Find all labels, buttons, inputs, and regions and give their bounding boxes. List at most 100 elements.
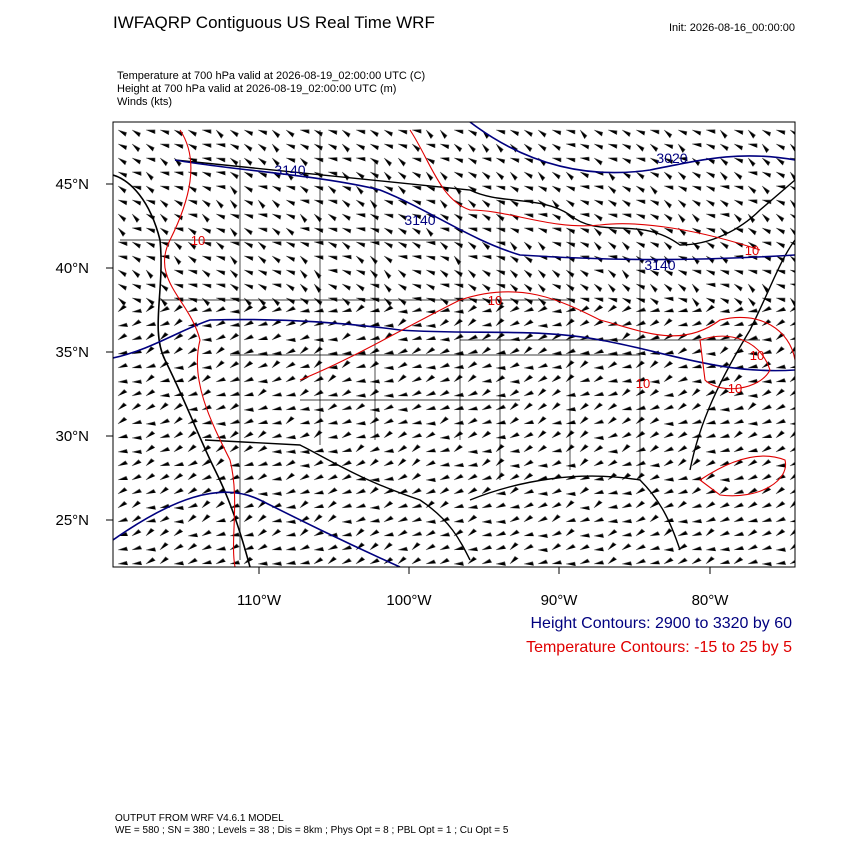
wind-barb (313, 255, 324, 260)
wind-barb (159, 199, 169, 208)
wind-barb (285, 143, 296, 150)
wind-barb (257, 143, 267, 152)
wind-barb (341, 254, 352, 260)
wind-barb (551, 501, 562, 509)
wind-barb (229, 560, 241, 565)
wind-barb (509, 157, 520, 163)
wind-barb (663, 269, 674, 277)
wind-barb (719, 419, 731, 425)
wind-barb (747, 185, 757, 194)
wind-barb (481, 269, 491, 278)
wind-barb (705, 304, 715, 313)
wind-barb (607, 449, 619, 454)
wind-barb (551, 530, 562, 537)
wind-barb (285, 375, 296, 383)
wind-barb (719, 184, 730, 190)
wind-barb (691, 518, 703, 524)
wind-barb (775, 560, 787, 565)
wind-barb (607, 542, 617, 551)
wind-barb (453, 213, 463, 221)
wind-barb (229, 185, 238, 195)
wind-barb (341, 519, 352, 524)
field-line: Height at 700 hPa valid at 2026-08-19_02… (117, 83, 396, 95)
wind-barb (201, 307, 213, 313)
wind-barb (789, 500, 795, 509)
wind-barb (677, 283, 687, 292)
wind-barb (635, 487, 646, 495)
wind-barb (733, 143, 744, 151)
wind-barb (621, 269, 630, 279)
wind-barb (243, 129, 254, 136)
wind-barb (635, 320, 646, 327)
wind-barb (509, 336, 521, 342)
wind-barb (145, 430, 156, 439)
wind-barb (145, 557, 156, 565)
wind-barb (243, 297, 252, 307)
wind-barb (355, 363, 367, 369)
wind-barb (565, 543, 576, 551)
wind-barb (523, 444, 534, 453)
wind-barb (131, 419, 143, 425)
wind-barb (229, 269, 239, 279)
footer-line: WE = 580 ; SN = 380 ; Levels = 38 ; Dis … (115, 825, 509, 836)
wind-barb (565, 463, 576, 468)
wind-barb (173, 318, 183, 327)
wind-barb (593, 459, 604, 467)
wind-barb (369, 157, 379, 165)
wind-barb (257, 283, 267, 291)
wind-barb (495, 404, 506, 411)
wind-barb (327, 308, 339, 313)
wind-barb (313, 375, 324, 383)
wind-barb (383, 532, 395, 537)
wind-barb (187, 306, 198, 313)
wind-barb (201, 227, 212, 234)
wind-barb (649, 143, 659, 152)
wind-barb (481, 363, 493, 369)
wind-barb (495, 375, 506, 383)
wind-barb (649, 199, 660, 206)
wind-barb (733, 516, 745, 523)
wind-barb (173, 431, 184, 439)
wind-barb (593, 213, 603, 222)
wind-barb (761, 129, 772, 137)
wind-barb (663, 241, 673, 251)
wind-barb (187, 171, 198, 177)
wind-barb (159, 143, 170, 149)
wind-barb (187, 444, 197, 453)
wind-barb (355, 516, 366, 523)
wind-barb (383, 515, 394, 523)
temperature-label: 10 (728, 381, 742, 396)
wind-barb (285, 416, 295, 425)
wind-barb (313, 157, 324, 163)
wind-barb (439, 307, 451, 313)
wind-barb (425, 543, 436, 551)
wind-barb (271, 185, 282, 192)
wind-barb (439, 337, 451, 342)
wind-barb (131, 283, 142, 290)
wind-barb (621, 213, 632, 218)
wind-barb (747, 283, 756, 293)
wind-barb (509, 362, 520, 369)
wind-barb (299, 226, 310, 232)
wind-barb (439, 171, 448, 181)
wind-barb (663, 227, 674, 234)
wind-barb (537, 171, 546, 181)
wind-barb (607, 297, 618, 303)
wind-barb (565, 392, 577, 397)
wind-barb (593, 304, 604, 313)
wind-barb (439, 143, 450, 150)
wind-barb (271, 449, 282, 454)
wind-barb (636, 199, 646, 204)
wind-barb (243, 475, 255, 481)
wind-barb (411, 531, 423, 537)
wind-barb (243, 241, 254, 249)
wind-barb (383, 556, 394, 565)
wind-barb (551, 350, 563, 356)
wind-barb (327, 544, 338, 551)
map-frame (112, 121, 796, 568)
wind-barb (747, 518, 759, 523)
wind-barb (537, 430, 547, 439)
wind-barb (649, 171, 660, 178)
wind-barb (369, 283, 380, 289)
wind-barb (481, 558, 493, 565)
